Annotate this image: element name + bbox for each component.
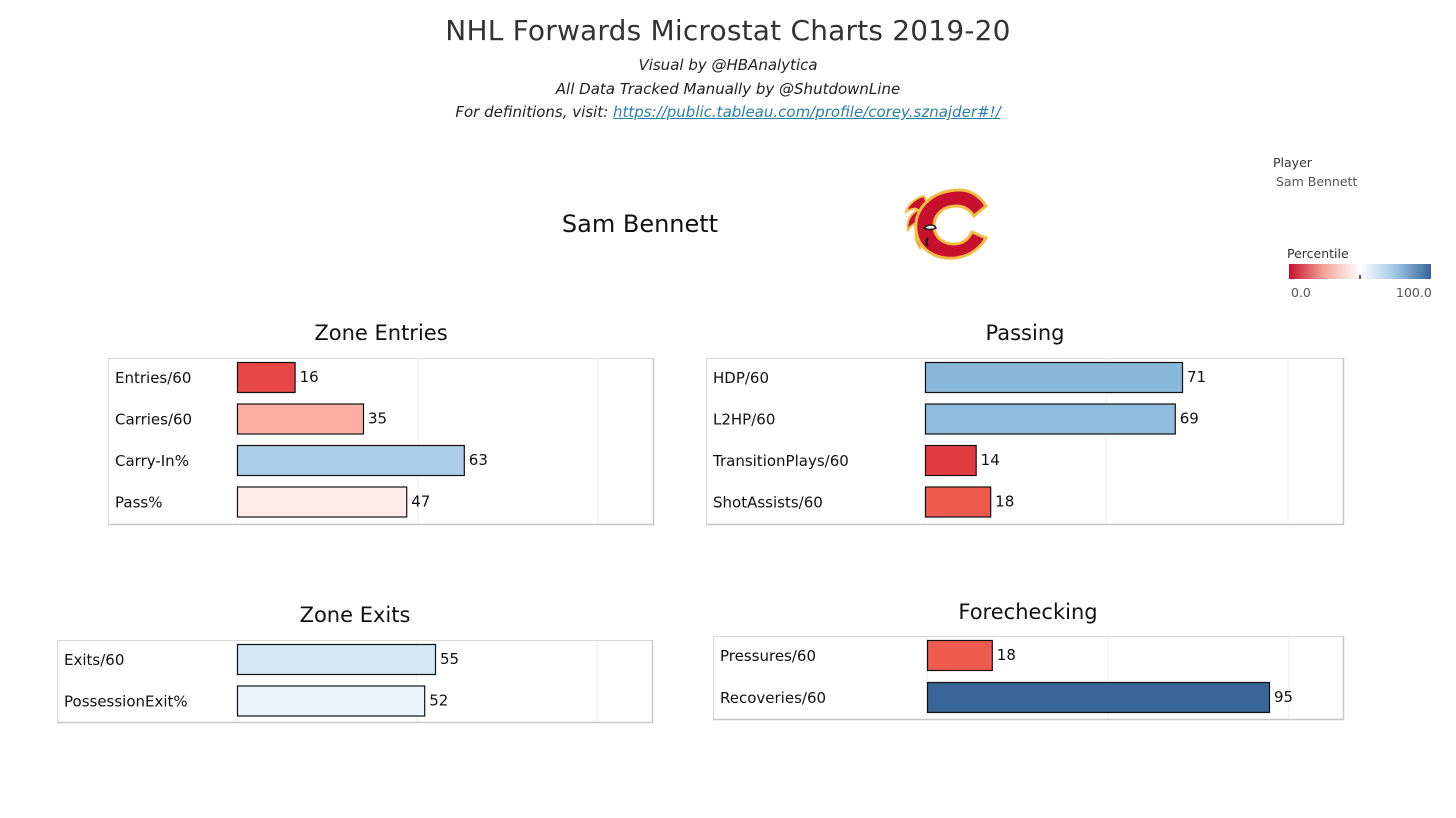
flaming-c-logo-icon [902,184,992,264]
value-label-shotassists-60: 18 [995,493,1014,511]
bar-entries-60[interactable] [236,361,296,394]
category-label-carry-in: Carry-In% [115,452,189,470]
value-label-carries-60: 35 [368,410,387,428]
bar-recoveries-60[interactable] [926,681,1271,714]
page-title: NHL Forwards Microstat Charts 2019-20 [445,14,1011,47]
definitions-link[interactable]: https://public.tableau.com/profile/corey… [613,103,1001,121]
bar-transitionplays-60[interactable] [924,444,977,477]
category-label-pass: Pass% [115,494,162,512]
bar-l2hp-60[interactable] [924,403,1176,435]
player-filter-value[interactable]: Sam Bennett [1276,174,1358,189]
filter-label: Player [1273,155,1312,170]
category-label-carries-60: Carries/60 [115,411,192,429]
bar-hdp-60[interactable] [924,361,1184,394]
forechecking-chart: Pressures/60 18 Recoveries/60 95 [713,636,1345,721]
percentile-color-legend [1289,264,1431,279]
category-label-pressures-60: Pressures/60 [720,647,816,665]
category-label-exits-60: Exits/60 [64,651,124,669]
definitions-prefix: For definitions, visit: [455,103,614,121]
bar-carry-in[interactable] [236,444,465,477]
bar-carries-60[interactable] [236,403,365,435]
zone-entries-chart: Entries/60 16 Carries/60 35 Carry-In% 63 Pass%… [108,358,655,526]
category-label-hdp-60: HDP/60 [713,369,769,387]
bar-exits-60[interactable] [236,643,437,676]
passing-title: Passing [985,321,1065,345]
value-label-pressures-60: 18 [997,646,1016,664]
bar-pressures-60[interactable] [926,639,993,672]
zone-exits-chart: Exits/60 55 PossessionExit% 52 [57,640,654,724]
bar-pass[interactable] [236,486,408,518]
value-label-hdp-60: 71 [1187,368,1206,386]
legend-min-label: 0.0 [1291,285,1311,300]
bar-possessionexit[interactable] [236,685,426,717]
value-label-exits-60: 55 [440,650,459,668]
value-label-transitionplays-60: 14 [981,451,1000,469]
credit-visual: Visual by @HBAnalytica [638,56,818,74]
definitions-line: For definitions, visit: https://public.t… [0,103,1456,121]
value-label-carry-in: 63 [469,451,488,469]
bar-shotassists-60[interactable] [924,486,992,518]
credit-data: All Data Tracked Manually by @ShutdownLi… [555,80,901,98]
category-label-shotassists-60: ShotAssists/60 [713,494,823,512]
category-label-l2hp-60: L2HP/60 [713,411,775,429]
zone-exits-title: Zone Exits [299,603,411,627]
legend-title: Percentile [1287,246,1349,261]
forechecking-title: Forechecking [958,600,1098,624]
value-label-recoveries-60: 95 [1274,688,1293,706]
value-label-possessionexit: 52 [429,692,448,710]
category-label-entries-60: Entries/60 [115,369,191,387]
passing-chart: HDP/60 71 L2HP/60 69 TransitionPlays/60 14 Sho… [706,358,1345,526]
zone-entries-title: Zone Entries [314,321,448,345]
category-label-transitionplays-60: TransitionPlays/60 [712,452,849,470]
legend-max-label: 100.0 [1396,285,1432,300]
category-label-recoveries-60: Recoveries/60 [720,689,826,707]
value-label-pass: 47 [411,493,430,511]
category-label-possessionexit: PossessionExit% [64,693,188,711]
player-name: Sam Bennett [561,210,719,238]
value-label-l2hp-60: 69 [1180,410,1199,428]
value-label-entries-60: 16 [300,368,319,386]
